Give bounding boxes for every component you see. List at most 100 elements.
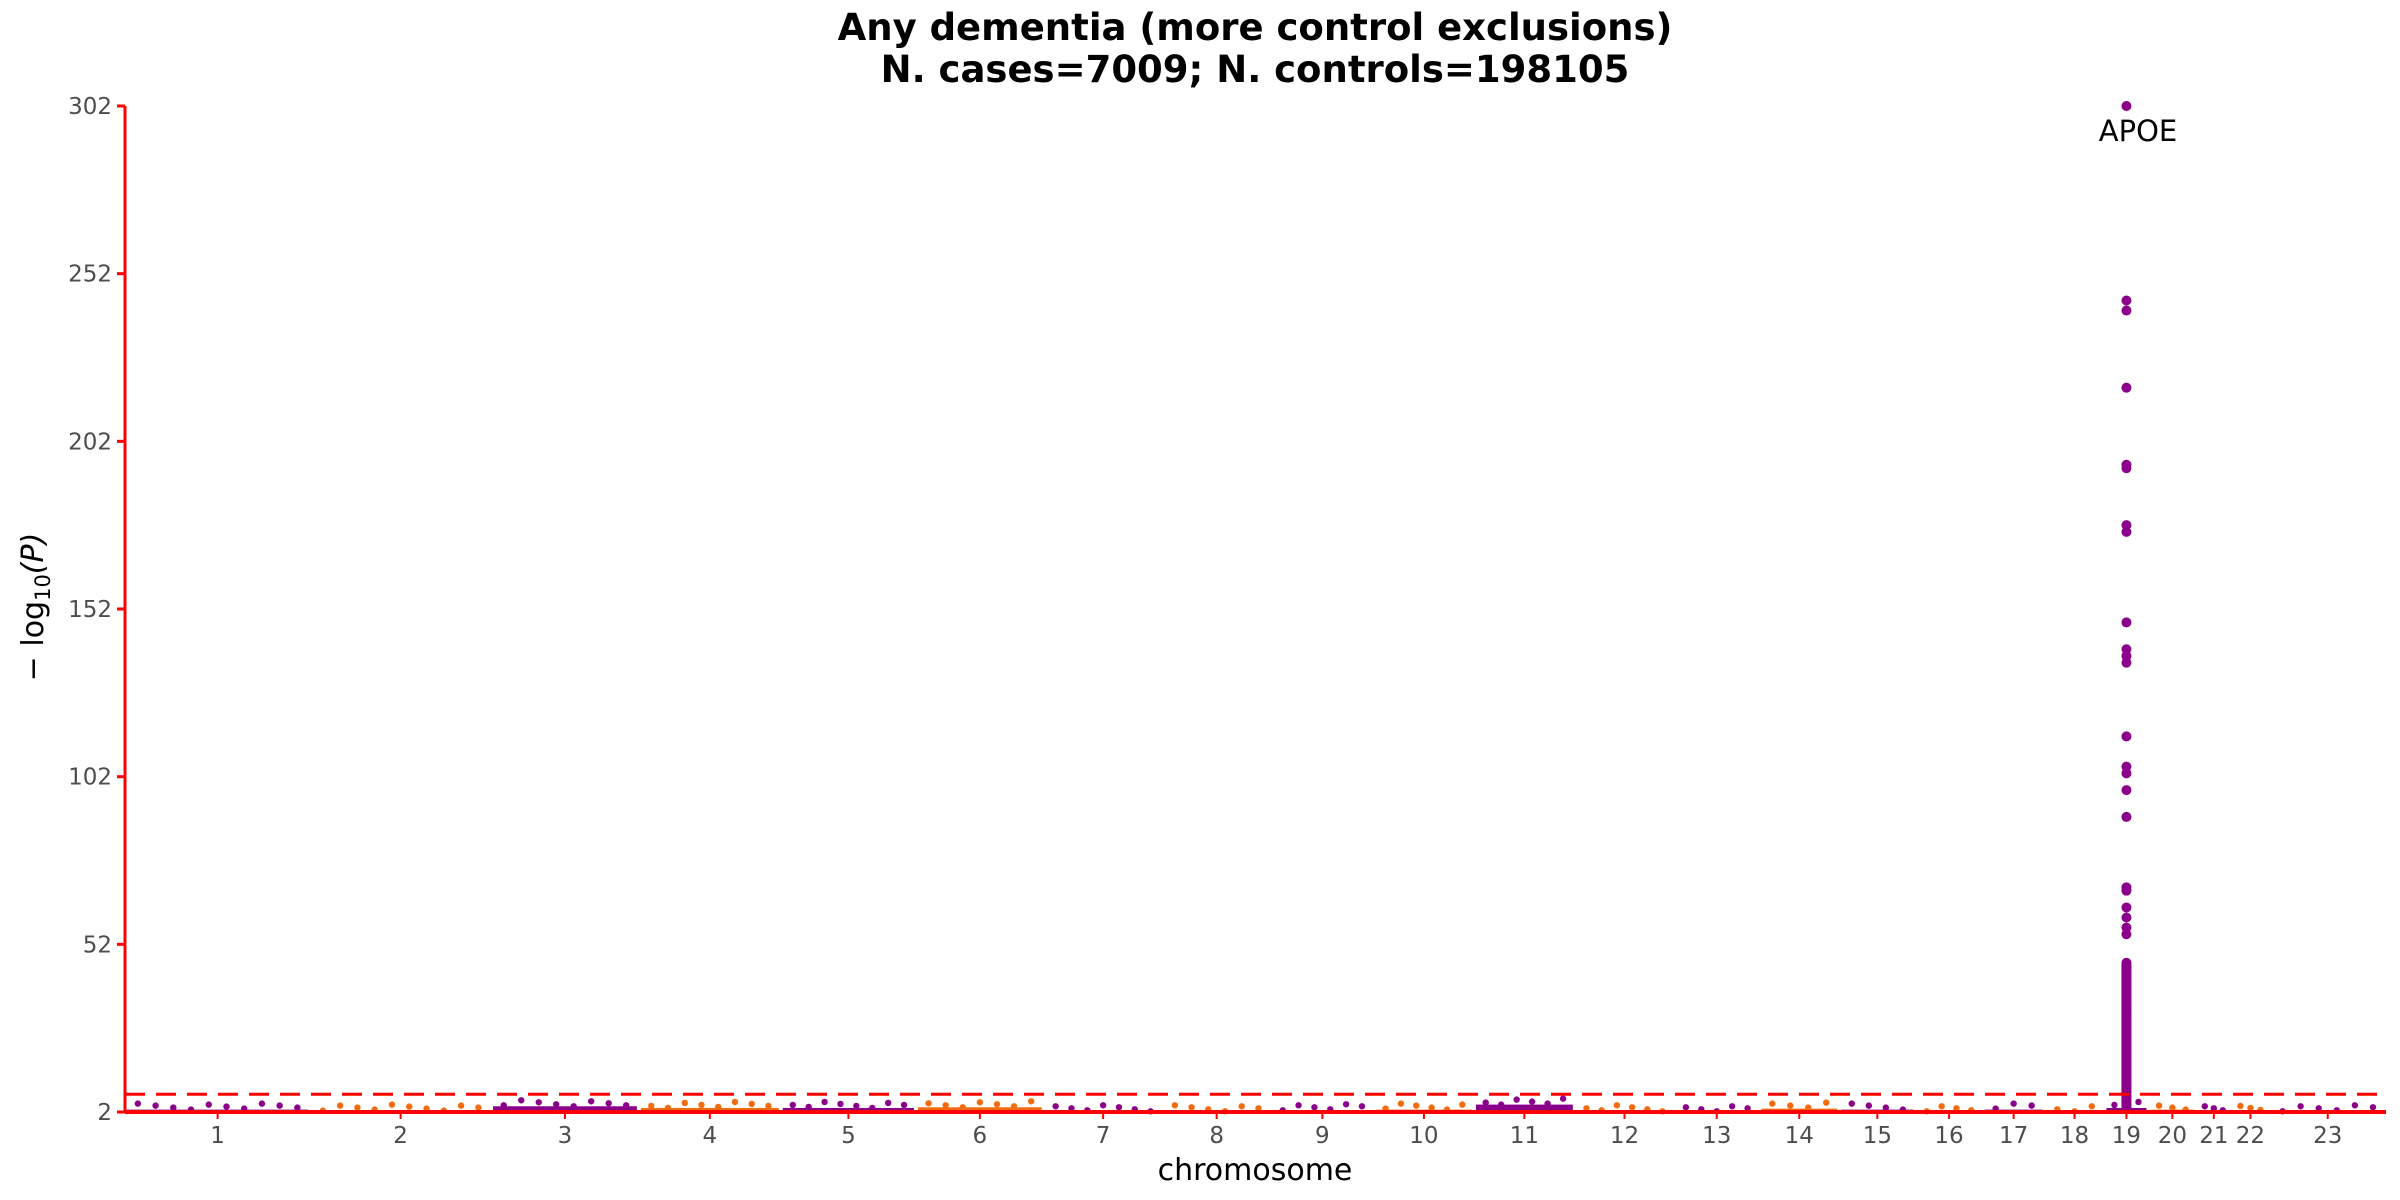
point	[1848, 1100, 1855, 1107]
point	[837, 1100, 844, 1108]
x-tick-label: 19	[2112, 1123, 2141, 1149]
point	[1559, 1095, 1567, 1102]
point	[789, 1101, 796, 1109]
point	[1728, 1103, 1736, 1110]
x-ticks: 1 2 3 4 5 6 7 8 9 10 11 12 13 14 15 16 17 18 19 20 21 22 23	[210, 1112, 2342, 1149]
x-tick-label: 4	[703, 1123, 718, 1149]
point	[805, 1103, 812, 1111]
point	[518, 1097, 525, 1104]
point	[698, 1101, 705, 1109]
point	[1882, 1104, 1890, 1111]
point	[1397, 1100, 1405, 1107]
point	[535, 1099, 542, 1106]
point	[821, 1098, 828, 1106]
x-tick-label: 13	[1702, 1123, 1731, 1149]
point	[1052, 1103, 1059, 1110]
point	[2028, 1102, 2035, 1109]
point	[869, 1104, 876, 1112]
y-tick-label: 152	[68, 597, 112, 623]
point	[1744, 1105, 1751, 1112]
chromosome-11-points	[1475, 1104, 1573, 1112]
point	[2201, 1103, 2208, 1110]
point	[223, 1103, 230, 1110]
point	[1787, 1102, 1794, 1109]
point	[993, 1101, 1001, 1108]
point	[258, 1100, 266, 1107]
point	[1482, 1099, 1489, 1106]
point	[765, 1102, 772, 1110]
chromosome-3-points	[493, 1106, 637, 1112]
point	[1628, 1104, 1636, 1111]
point	[1358, 1103, 1366, 1110]
point	[388, 1101, 396, 1108]
apoe-point	[2121, 617, 2132, 628]
apoe-point	[2121, 885, 2132, 896]
point	[1188, 1104, 1195, 1111]
data-points	[127, 101, 2384, 1115]
point	[276, 1102, 283, 1109]
apoe-point	[2121, 526, 2132, 537]
point	[570, 1103, 577, 1110]
apoe-point	[2121, 731, 2132, 742]
point	[1342, 1101, 1350, 1108]
point	[853, 1102, 860, 1110]
x-tick-label: 22	[2236, 1123, 2265, 1149]
point	[1583, 1105, 1590, 1112]
apoe-point	[2121, 785, 2132, 796]
point	[1171, 1102, 1179, 1109]
point	[2155, 1102, 2163, 1109]
point	[1938, 1103, 1945, 1110]
point	[900, 1101, 908, 1109]
point	[2135, 1098, 2142, 1106]
point	[2088, 1103, 2095, 1110]
point	[354, 1104, 361, 1111]
point	[1255, 1105, 1262, 1112]
apoe-point	[2121, 929, 2132, 940]
point	[294, 1104, 301, 1111]
apoe-point	[2121, 902, 2132, 913]
point	[2315, 1105, 2322, 1112]
y-tick-label: 2	[97, 1100, 112, 1126]
point	[622, 1102, 630, 1109]
x-tick-label: 10	[1409, 1123, 1438, 1149]
x-tick-label: 1	[210, 1123, 225, 1149]
point	[553, 1101, 560, 1108]
y-tick-label: 52	[83, 932, 112, 958]
apoe-dense-column	[2121, 957, 2132, 1112]
point	[1459, 1101, 1466, 1108]
y-tick-label: 102	[68, 765, 112, 791]
y-tick-label: 252	[68, 262, 112, 288]
point	[1413, 1102, 1420, 1109]
point	[1010, 1103, 1018, 1110]
x-tick-label: 5	[841, 1123, 856, 1149]
point	[2247, 1104, 2254, 1112]
point	[457, 1102, 465, 1109]
point	[1528, 1098, 1536, 1105]
point	[170, 1104, 177, 1111]
x-tick-label: 20	[2158, 1123, 2187, 1149]
x-tick-label: 9	[1315, 1123, 1330, 1149]
x-tick-label: 2	[393, 1123, 408, 1149]
point	[2369, 1104, 2377, 1111]
point	[2111, 1101, 2118, 1109]
x-tick-label: 11	[1510, 1123, 1539, 1149]
point	[1238, 1103, 1245, 1110]
x-axis-label: chromosome	[1158, 1153, 1353, 1188]
x-tick-label: 6	[973, 1123, 988, 1149]
point	[205, 1101, 212, 1108]
y-tick-label: 302	[68, 94, 112, 120]
point	[1544, 1100, 1551, 1107]
point	[605, 1100, 612, 1107]
point	[1865, 1102, 1873, 1109]
point	[406, 1103, 413, 1110]
chart-title: Any dementia (more control exclusions)	[838, 6, 1673, 49]
apoe-point	[2121, 305, 2132, 316]
point	[1682, 1104, 1690, 1111]
chromosome-4-points	[640, 1107, 779, 1112]
apoe-point	[2121, 768, 2132, 779]
point	[1311, 1104, 1318, 1111]
point	[1769, 1100, 1776, 1107]
apoe-point	[2121, 912, 2132, 923]
